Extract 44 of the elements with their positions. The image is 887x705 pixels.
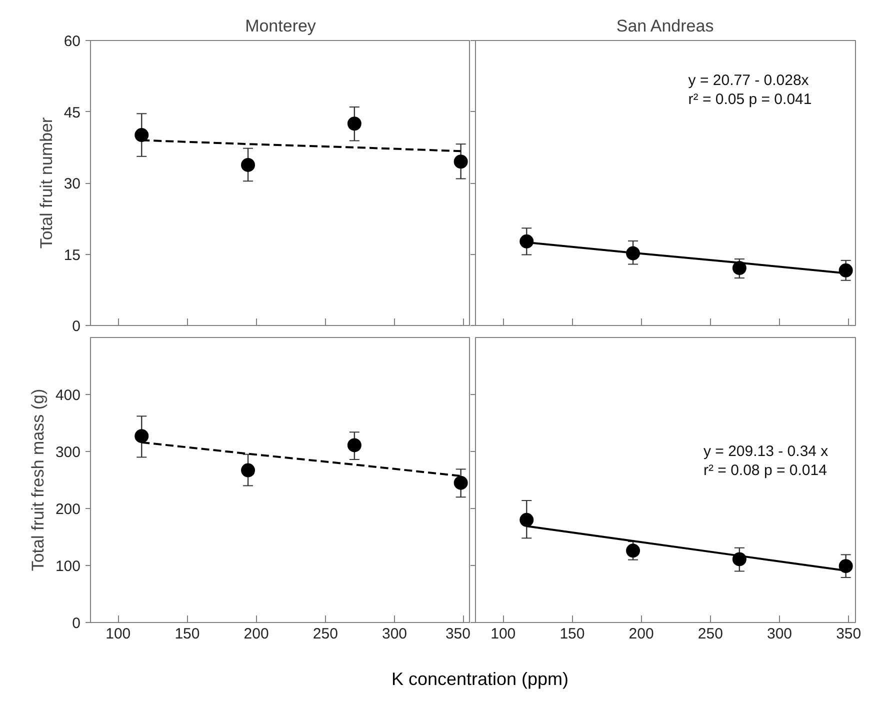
x-tick-label: 150 [174,626,200,642]
chart-title: San Andreas [616,16,714,36]
point [241,463,256,478]
y-tick-label: 15 [64,246,81,264]
x-tick-label: 300 [766,626,792,642]
y-tick-label: 0 [72,318,80,335]
y-tick-label: 45 [64,104,81,122]
x-tick-label: 250 [698,626,723,642]
x-tick-label: 200 [244,626,269,642]
x-tick-label: 150 [560,626,585,642]
y-tick-label: 30 [64,176,81,192]
point [241,158,256,172]
point [520,512,534,527]
x-tick-label: 300 [382,626,408,642]
x-axis-title: K concentration (ppm) [391,668,569,691]
point [454,476,468,490]
annotation: r² = 0.05 p = 0.041 [688,90,812,108]
point [838,559,853,574]
x-tick-label: 100 [490,626,516,642]
x-tick-label: 100 [106,626,131,642]
annotation: r² = 0.08 p = 0.014 [704,462,827,480]
point [838,263,853,278]
y-axis-title: Total fruit number [36,116,56,249]
x-tick-label: 350 [836,626,862,642]
point [134,429,149,444]
y-tick-label: 100 [55,558,81,575]
y-tick-label: 200 [55,501,81,518]
y-axis-title: Total fruit fresh mass (g) [28,388,48,572]
x-tick-label: 200 [628,626,654,642]
point [347,116,362,131]
y-tick-label: 60 [64,33,81,50]
point [520,234,534,248]
x-tick-label: 250 [312,626,338,642]
annotation: y = 20.77 - 0.028x [688,72,810,89]
y-tick-label: 0 [72,615,80,632]
chart-title: Monterey [245,16,316,36]
point [454,154,468,169]
x-tick-label: 350 [445,626,471,642]
point [626,544,640,558]
point [134,128,149,142]
point [347,438,362,452]
y-tick-label: 300 [55,444,81,461]
annotation: y = 209.13 - 0.34 x [704,443,829,460]
y-tick-label: 400 [55,387,81,404]
